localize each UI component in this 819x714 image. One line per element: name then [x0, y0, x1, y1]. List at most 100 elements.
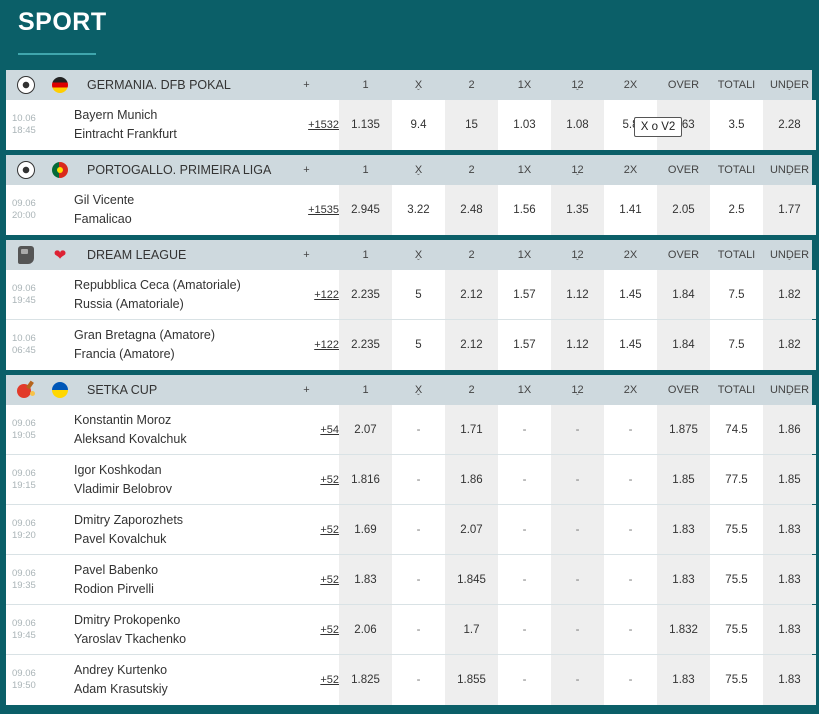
odds-cell[interactable]: 1.77	[763, 185, 816, 235]
league-header[interactable]: PORTOGALLO. PRIMEIRA LIGA +1 X ˇ 2 1X 12 ˇ 2X OVE…	[6, 155, 812, 185]
column-header[interactable]: 2	[445, 70, 498, 100]
odds-cell[interactable]: 7.5	[728, 339, 745, 351]
odds-cell[interactable]: 1.56	[513, 204, 536, 216]
odds-cell[interactable]: 2.48	[445, 185, 498, 235]
more-markets-link[interactable]: +52	[320, 523, 339, 536]
column-header[interactable]: 2	[445, 155, 498, 185]
column-header[interactable]: +	[274, 240, 339, 270]
more-markets-link[interactable]: +52	[320, 473, 339, 486]
odds-cell[interactable]: 1.82	[763, 320, 816, 370]
event-teams[interactable]: Dmitry Prokopenko Yaroslav Tkachenko	[46, 605, 274, 654]
column-header[interactable]: 2X	[604, 70, 657, 100]
event-row[interactable]: 09.06 19:45 Repubblica Ceca (Amatoriale) Ru…	[6, 270, 816, 320]
column-header[interactable]: OVER	[657, 155, 710, 185]
odds-cell[interactable]: 1.845	[445, 555, 498, 604]
odds-cell[interactable]: 3.5	[728, 119, 745, 131]
event-teams[interactable]: Dmitry Zaporozhets Pavel Kovalchuk	[46, 505, 274, 554]
odds-cell[interactable]: 1.135	[339, 100, 392, 150]
odds-cell[interactable]: 1.86	[763, 405, 816, 454]
column-header[interactable]: 1	[339, 240, 392, 270]
column-header[interactable]: 1	[339, 375, 392, 405]
league-name[interactable]: GERMANIA. DFB POKAL	[87, 78, 231, 92]
column-header[interactable]: UNDER ˇ	[763, 155, 816, 185]
odds-cell[interactable]: 1.85	[763, 455, 816, 504]
odds-cell[interactable]: 1.83	[763, 505, 816, 554]
column-header[interactable]: 2	[445, 375, 498, 405]
column-header[interactable]: 2X	[604, 240, 657, 270]
odds-cell[interactable]: 75.5	[725, 523, 748, 536]
event-row[interactable]: 09.06 19:15 Igor Koshkodan Vladimir Belobro…	[6, 455, 816, 505]
event-teams[interactable]: Konstantin Moroz Aleksand Kovalchuk	[46, 405, 274, 454]
more-markets-link[interactable]: +1532	[308, 119, 339, 131]
odds-cell[interactable]: 1.83	[763, 605, 816, 654]
column-header[interactable]: TOTALI	[710, 240, 763, 270]
odds-cell[interactable]: 2.07	[339, 405, 392, 454]
league-header[interactable]: SETKA CUP +1 X ˇ 2 1X 12 ˇ 2X OVER TOTALI UNDER ˇ	[6, 375, 812, 405]
odds-cell[interactable]: 1.85	[657, 455, 710, 504]
more-markets-link[interactable]: +52	[320, 573, 339, 586]
event-row[interactable]: 09.06 19:50 Andrey Kurtenko Adam Krasutskiy…	[6, 655, 816, 705]
event-row[interactable]: 09.06 19:05 Konstantin Moroz Aleksand Koval…	[6, 405, 816, 455]
odds-cell[interactable]: 77.5	[725, 473, 748, 486]
column-header[interactable]: 2X	[604, 375, 657, 405]
column-header[interactable]: TOTALI	[710, 375, 763, 405]
event-row[interactable]: 10.06 18:45 Bayern Munich Eintracht Frankfu…	[6, 100, 816, 150]
odds-cell[interactable]: 1.71	[445, 405, 498, 454]
odds-cell[interactable]: 1.35	[551, 185, 604, 235]
event-teams[interactable]: Pavel Babenko Rodion Pirvelli	[46, 555, 274, 604]
column-header[interactable]: 1X	[498, 155, 551, 185]
column-header[interactable]: UNDER ˇ	[763, 375, 816, 405]
more-markets-link[interactable]: +52	[320, 623, 339, 636]
column-header[interactable]: 12 ˇ	[551, 155, 604, 185]
odds-cell[interactable]: 1.41	[619, 204, 642, 216]
odds-cell[interactable]: 2.28	[763, 100, 816, 150]
column-header[interactable]: +	[274, 70, 339, 100]
event-row[interactable]: 09.06 19:35 Pavel Babenko Rodion Pirvelli +5…	[6, 555, 816, 605]
odds-cell[interactable]: 75.5	[725, 623, 748, 636]
odds-cell[interactable]: 1.45	[619, 339, 642, 351]
column-header[interactable]: TOTALI	[710, 70, 763, 100]
event-teams[interactable]: Gran Bretagna (Amatore) Francia (Amatore)	[46, 320, 274, 370]
league-name[interactable]: DREAM LEAGUE	[87, 248, 187, 262]
odds-cell[interactable]: 1.82	[763, 270, 816, 319]
league-header[interactable]: GERMANIA. DFB POKAL +1 X ˇ 2 1X 12 ˇ 2X OVER TOTAL…	[6, 70, 812, 100]
event-teams[interactable]: Bayern Munich Eintracht Frankfurt	[46, 100, 274, 150]
odds-cell[interactable]: 1.12	[551, 320, 604, 370]
more-markets-link[interactable]: +122	[314, 339, 339, 351]
event-row[interactable]: 10.06 06:45 Gran Bretagna (Amatore) Francia…	[6, 320, 816, 370]
column-header[interactable]: OVER	[657, 375, 710, 405]
odds-cell[interactable]: 1.69	[339, 505, 392, 554]
odds-cell[interactable]: 2.945	[339, 185, 392, 235]
column-header[interactable]: OVER	[657, 70, 710, 100]
event-teams[interactable]: Repubblica Ceca (Amatoriale) Russia (Amat…	[46, 270, 274, 319]
odds-cell[interactable]: 1.12	[551, 270, 604, 319]
odds-cell[interactable]: 1.45	[619, 288, 642, 301]
more-markets-link[interactable]: +54	[320, 423, 339, 436]
column-header[interactable]: 1X	[498, 240, 551, 270]
odds-cell[interactable]: 1.816	[339, 455, 392, 504]
odds-cell[interactable]: 2.5	[728, 204, 745, 216]
column-header[interactable]: UNDER ˇ	[763, 240, 816, 270]
odds-cell[interactable]: 9.4	[410, 119, 427, 131]
odds-cell[interactable]: 2.07	[445, 505, 498, 554]
column-header[interactable]: 12 ˇ	[551, 375, 604, 405]
odds-cell[interactable]: 5	[415, 339, 422, 351]
event-teams[interactable]: Andrey Kurtenko Adam Krasutskiy	[46, 655, 274, 705]
odds-cell[interactable]: 75.5	[725, 573, 748, 586]
odds-cell[interactable]: 1.83	[657, 505, 710, 554]
odds-cell[interactable]: 75.5	[725, 674, 748, 686]
column-header[interactable]: OVER	[657, 240, 710, 270]
odds-cell[interactable]: 1.57	[513, 339, 536, 351]
column-header[interactable]: +	[274, 375, 339, 405]
column-header[interactable]: TOTALI	[710, 155, 763, 185]
event-row[interactable]: 09.06 19:20 Dmitry Zaporozhets Pavel Kovalc…	[6, 505, 816, 555]
column-header[interactable]: 12 ˇ	[551, 240, 604, 270]
odds-cell[interactable]: 2.235	[339, 270, 392, 319]
league-name[interactable]: SETKA CUP	[87, 383, 158, 397]
odds-cell[interactable]: 2.06	[339, 605, 392, 654]
odds-cell[interactable]: 1.83	[339, 555, 392, 604]
odds-cell[interactable]: 1.57	[513, 288, 536, 301]
odds-cell[interactable]: 1.03	[513, 119, 536, 131]
odds-cell[interactable]: 1.83	[763, 655, 816, 705]
